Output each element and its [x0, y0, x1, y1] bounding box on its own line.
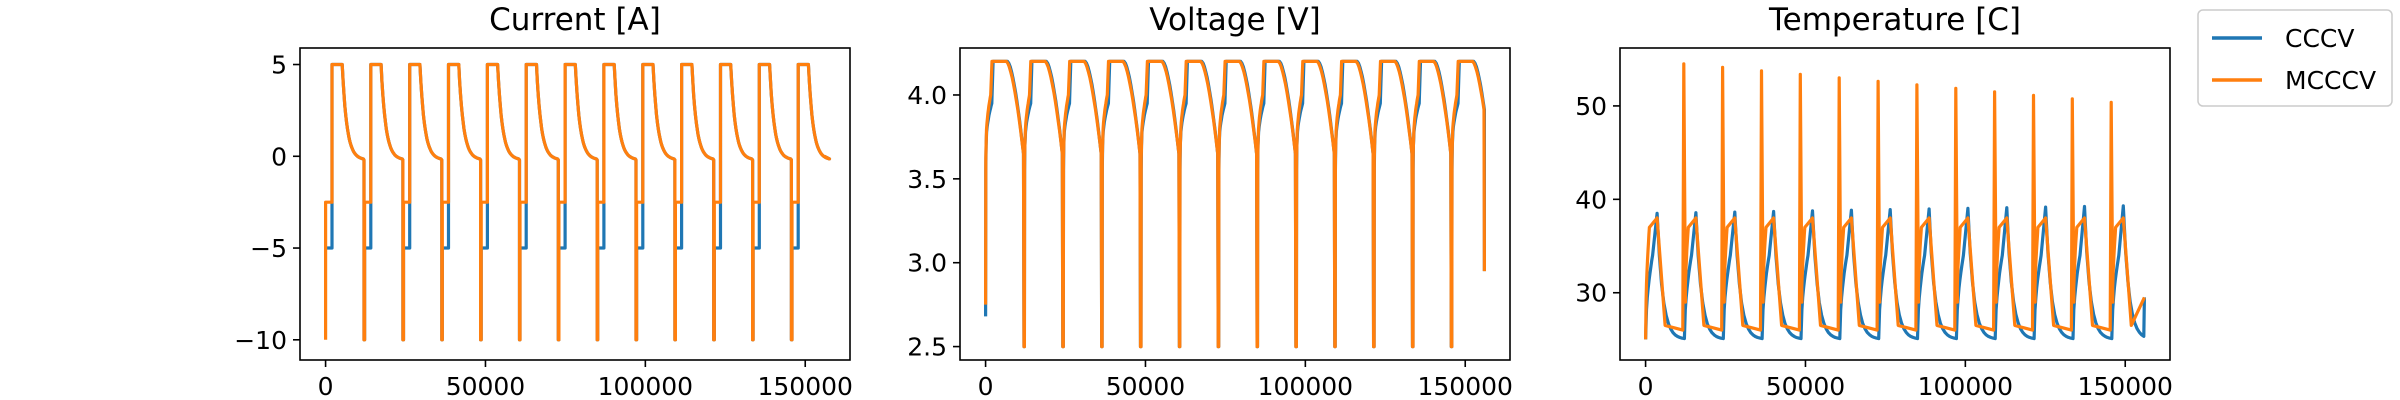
current-xtick-label: 50000 — [446, 372, 526, 400]
current-ytick-label: 0 — [271, 142, 287, 171]
legend-frame — [2197, 9, 2393, 107]
temperature-xtick-label: 0 — [1638, 372, 1654, 400]
temperature-panel: 0 50000 100000 150000 30 40 50 Temperature [C] — [1575, 2, 2173, 400]
voltage-xtick-label: 0 — [978, 372, 994, 400]
voltage-axes-frame — [959, 47, 1511, 361]
temperature-ytick-label: 50 — [1575, 92, 1607, 121]
temperature-axes-frame — [1619, 47, 2171, 361]
voltage-ytick-label: 4.0 — [907, 81, 947, 110]
current-xtick-label: 150000 — [758, 372, 853, 400]
temperature-title: Temperature [C] — [1768, 2, 2021, 38]
voltage-ytick-label: 3.5 — [907, 165, 947, 194]
legend-label-mcccv: MCCCV — [2285, 66, 2376, 95]
current-xtick-label: 0 — [318, 372, 334, 400]
current-title: Current [A] — [489, 2, 661, 38]
temperature-ytick-label: 30 — [1575, 279, 1607, 308]
legend: CCCV MCCCV — [2197, 9, 2393, 107]
current-ytick-label: 5 — [271, 51, 287, 80]
legend-label-cccv: CCCV — [2285, 24, 2354, 53]
temperature-ytick-label: 40 — [1575, 185, 1607, 214]
voltage-ytick-label: 2.5 — [907, 333, 947, 362]
current-ytick-label: −5 — [250, 234, 287, 263]
current-series-mcccv — [324, 62, 832, 342]
temperature-xtick-label: 50000 — [1766, 372, 1846, 400]
current-axes-frame — [299, 47, 851, 361]
current-panel: 0 50000 100000 150000 −10 −5 0 5 Current [A] — [234, 2, 853, 400]
current-ytick-label: −10 — [234, 326, 287, 355]
voltage-xtick-label: 150000 — [1418, 372, 1513, 400]
current-xtick-label: 100000 — [598, 372, 693, 400]
voltage-panel: 0 50000 100000 150000 2.5 3.0 3.5 4.0 Voltage [V… — [907, 2, 1513, 400]
temperature-xtick-label: 150000 — [2078, 372, 2173, 400]
voltage-xtick-label: 100000 — [1258, 372, 1353, 400]
voltage-series-mcccv — [984, 59, 1486, 349]
temperature-series-mcccv — [1644, 62, 2146, 340]
voltage-ytick-label: 3.0 — [907, 249, 947, 278]
voltage-series-cccv — [984, 59, 1486, 349]
temperature-xtick-label: 100000 — [1918, 372, 2013, 400]
voltage-xtick-label: 50000 — [1106, 372, 1186, 400]
voltage-title: Voltage [V] — [1149, 2, 1321, 38]
